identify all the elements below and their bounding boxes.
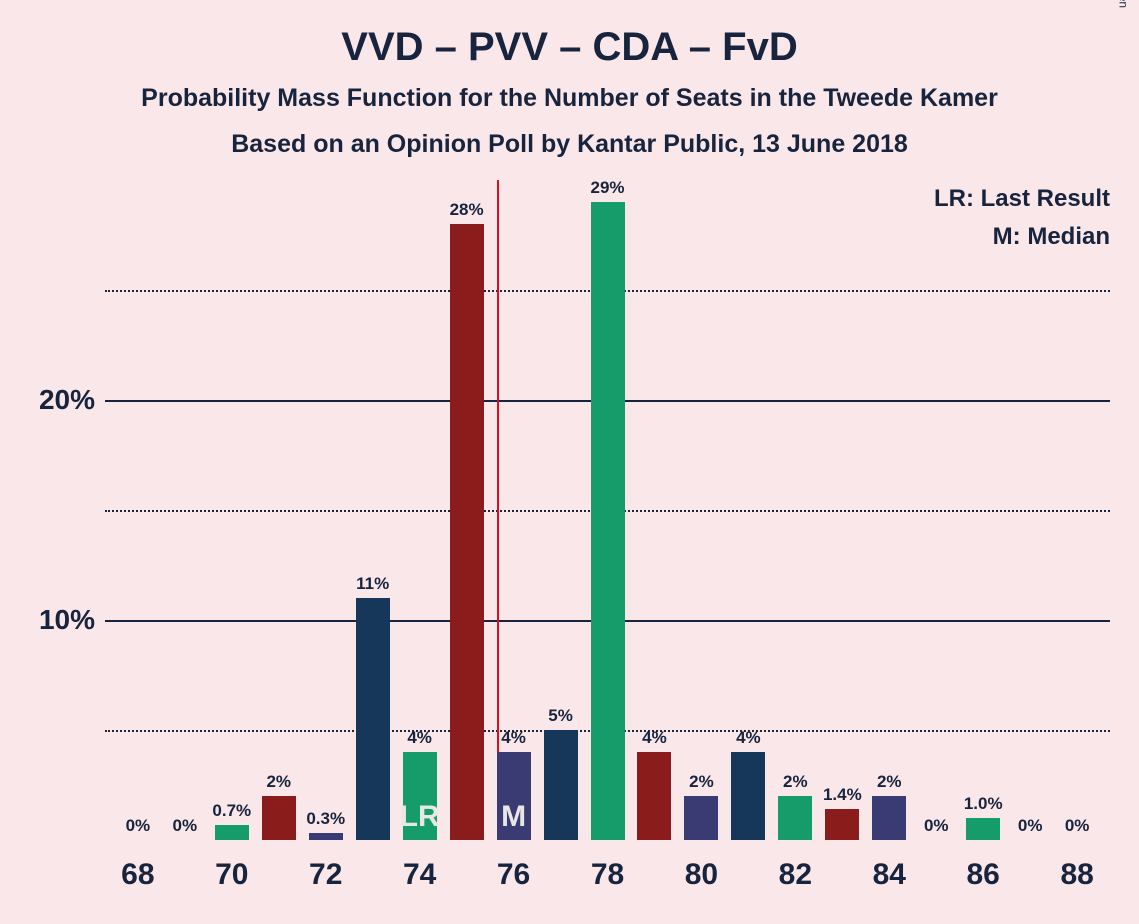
x-axis-tick-label: 74 bbox=[403, 858, 436, 892]
chart-bar: 2% bbox=[778, 796, 812, 840]
bar-value-label: 0% bbox=[1018, 816, 1043, 840]
median-line bbox=[497, 180, 499, 840]
bar-value-label: 4% bbox=[642, 728, 667, 752]
bar-value-label: 29% bbox=[590, 178, 624, 202]
legend-item: M: Median bbox=[993, 223, 1110, 251]
chart-bar: 1.4% bbox=[825, 809, 859, 840]
chart-plot-area: 0%0%0.7%2%0.3%11%4%LR28%4%M5%29%4%2%4%2%… bbox=[105, 180, 1110, 840]
bar-value-label: 0% bbox=[173, 816, 198, 840]
bar-value-label: 11% bbox=[356, 574, 389, 598]
y-axis-tick-label: 20% bbox=[5, 384, 95, 416]
x-axis-tick-label: 84 bbox=[873, 858, 906, 892]
bar-value-label: 2% bbox=[877, 772, 902, 796]
bar-value-label: 28% bbox=[450, 200, 484, 224]
chart-bar: 2% bbox=[262, 796, 296, 840]
bar-value-label: 0% bbox=[924, 816, 949, 840]
chart-bar: 0.3% bbox=[309, 833, 343, 840]
x-axis-tick-label: 78 bbox=[591, 858, 624, 892]
x-axis-tick-label: 68 bbox=[121, 858, 154, 892]
bar-value-label: 2% bbox=[783, 772, 808, 796]
chart-bar: 2% bbox=[872, 796, 906, 840]
x-axis-tick-label: 76 bbox=[497, 858, 530, 892]
chart-title: VVD – PVV – CDA – FvD bbox=[0, 25, 1139, 70]
chart-subtitle-2: Based on an Opinion Poll by Kantar Publi… bbox=[0, 130, 1139, 159]
chart-subtitle-1: Probability Mass Function for the Number… bbox=[0, 84, 1139, 113]
x-axis-tick-label: 88 bbox=[1060, 858, 1093, 892]
chart-bar: 4% bbox=[731, 752, 765, 840]
bar-value-label: 0% bbox=[126, 816, 151, 840]
chart-bar: 0.7% bbox=[215, 825, 249, 840]
bar-value-label: 0% bbox=[1065, 816, 1090, 840]
chart-bar: 4%M bbox=[497, 752, 531, 840]
bar-value-label: 0.7% bbox=[212, 801, 251, 825]
x-axis-tick-label: 86 bbox=[967, 858, 1000, 892]
chart-bar: 2% bbox=[684, 796, 718, 840]
chart-bar: 5% bbox=[544, 730, 578, 840]
bar-value-label: 5% bbox=[548, 706, 573, 730]
chart-bar: 28% bbox=[450, 224, 484, 840]
chart-copyright: © 2020 Filip van Laenen bbox=[1116, 0, 1130, 8]
legend-item: LR: Last Result bbox=[934, 185, 1110, 213]
bar-value-label: 2% bbox=[689, 772, 714, 796]
bar-value-label: 4% bbox=[736, 728, 761, 752]
chart-bar: 4% bbox=[637, 752, 671, 840]
x-axis-tick-label: 70 bbox=[215, 858, 248, 892]
bar-marker-label: M bbox=[501, 800, 526, 834]
chart-bar: 29% bbox=[591, 202, 625, 840]
chart-bar: 4%LR bbox=[403, 752, 437, 840]
bar-value-label: 2% bbox=[266, 772, 291, 796]
x-axis-tick-label: 80 bbox=[685, 858, 718, 892]
y-axis-tick-label: 10% bbox=[5, 604, 95, 636]
bar-value-label: 4% bbox=[501, 728, 526, 752]
x-axis-tick-label: 82 bbox=[779, 858, 812, 892]
bar-marker-label: LR bbox=[400, 800, 440, 834]
bar-value-label: 1.0% bbox=[964, 794, 1003, 818]
chart-bar: 1.0% bbox=[966, 818, 1000, 840]
x-axis-tick-label: 72 bbox=[309, 858, 342, 892]
bar-value-label: 0.3% bbox=[306, 809, 345, 833]
bar-value-label: 4% bbox=[407, 728, 432, 752]
bar-value-label: 1.4% bbox=[823, 785, 862, 809]
chart-bar: 11% bbox=[356, 598, 390, 840]
